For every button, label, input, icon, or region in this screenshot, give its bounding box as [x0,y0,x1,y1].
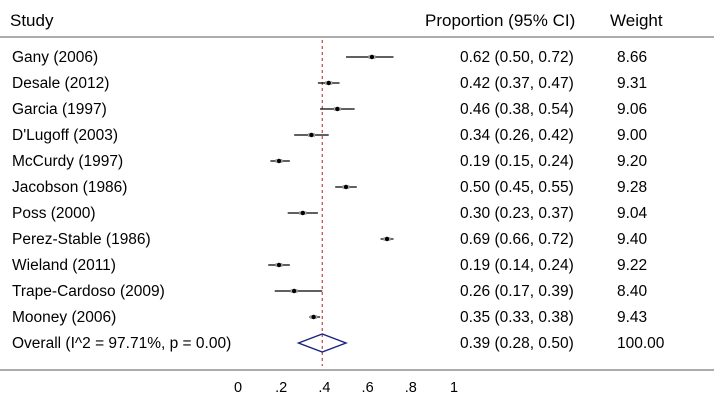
study-row: Mooney (2006) 0.35 (0.33, 0.38) 9.43 [12,309,647,326]
overall-weight-value: 100.00 [617,335,665,352]
overall-ci-value: 0.39 (0.28, 0.50) [460,335,574,352]
study-label: Wieland (2011) [12,257,116,274]
weight-value: 9.20 [617,153,648,170]
study-row: Garcia (1997) 0.46 (0.38, 0.54) 9.06 [12,101,647,118]
weight-value: 9.28 [617,179,647,196]
ci-value: 0.34 (0.26, 0.42) [460,127,574,144]
weight-value: 9.40 [617,231,648,248]
study-label: D'Lugoff (2003) [12,127,118,144]
study-row: McCurdy (1997) 0.19 (0.15, 0.24) 9.20 [12,153,648,170]
study-label: Garcia (1997) [12,101,107,118]
ci-value: 0.19 (0.14, 0.24) [460,257,574,274]
study-label: Poss (2000) [12,205,96,222]
study-label: Mooney (2006) [12,309,116,326]
x-tick-label: 1 [450,380,458,396]
study-label: Trape-Cardoso (2009) [12,283,165,300]
study-row: Desale (2012) 0.42 (0.37, 0.47) 9.31 [12,75,647,92]
study-row: Perez-Stable (1986) 0.69 (0.66, 0.72) 9.40 [12,231,648,248]
x-tick-label: .8 [405,380,417,396]
header-estimate: Proportion (95% CI) [425,11,575,30]
ci-value: 0.69 (0.66, 0.72) [460,231,574,248]
study-label: Desale (2012) [12,75,109,92]
point-estimate [311,314,316,320]
weight-value: 8.40 [617,283,648,300]
point-estimate [291,288,297,294]
ci-value: 0.50 (0.45, 0.55) [460,179,574,196]
study-row: Wieland (2011) 0.19 (0.14, 0.24) 9.22 [12,257,647,274]
ci-value: 0.62 (0.50, 0.72) [460,49,574,66]
study-row: Gany (2006) 0.62 (0.50, 0.72) 8.66 [12,49,647,66]
study-label: Gany (2006) [12,49,98,66]
x-tick-label: 0 [234,380,242,396]
overall-row: Overall (I^2 = 97.71%, p = 0.00) 0.39 (0.… [12,333,665,353]
weight-value: 9.00 [617,127,648,144]
study-row: Poss (2000) 0.30 (0.23, 0.37) 9.04 [12,205,648,222]
point-estimate [276,262,282,268]
x-axis: 0 .2 .4 .6 .8 1 [234,380,458,396]
weight-value: 9.04 [617,205,648,222]
ci-value: 0.46 (0.38, 0.54) [460,101,574,118]
point-estimate [300,210,305,216]
study-label: Perez-Stable (1986) [12,231,151,248]
ci-value: 0.19 (0.15, 0.24) [460,153,574,170]
ci-value: 0.35 (0.33, 0.38) [460,309,574,326]
study-label: Jacobson (1986) [12,179,127,196]
study-rows: Gany (2006) 0.62 (0.50, 0.72) 8.66 Desale (… [12,49,648,326]
weight-value: 9.31 [617,75,647,92]
study-label: McCurdy (1997) [12,153,123,170]
overall-diamond [296,333,348,353]
ci-value: 0.42 (0.37, 0.47) [460,75,574,92]
weight-value: 9.06 [617,101,647,118]
point-estimate [335,106,340,112]
point-estimate [309,132,314,138]
x-tick-label: .6 [362,380,374,396]
point-estimate [326,80,331,86]
header-study: Study [10,11,54,30]
overall-label: Overall (I^2 = 97.71%, p = 0.00) [12,335,231,352]
ci-value: 0.30 (0.23, 0.37) [460,205,574,222]
weight-value: 9.43 [617,309,647,326]
weight-value: 8.66 [617,49,647,66]
point-estimate [276,158,282,164]
study-row: D'Lugoff (2003) 0.34 (0.26, 0.42) 9.00 [12,127,648,144]
x-tick-label: .2 [275,380,287,396]
point-estimate [384,236,390,242]
study-row: Trape-Cardoso (2009) 0.26 (0.17, 0.39) 8.4… [12,283,648,300]
x-tick-label: .4 [318,380,330,396]
point-estimate [369,54,375,60]
ci-value: 0.26 (0.17, 0.39) [460,283,574,300]
point-estimate [343,184,349,190]
header-row: Study Proportion (95% CI) Weight [10,11,663,30]
weight-value: 9.22 [617,257,647,274]
study-row: Jacobson (1986) 0.50 (0.45, 0.55) 9.28 [12,179,647,196]
header-weight: Weight [610,11,663,30]
